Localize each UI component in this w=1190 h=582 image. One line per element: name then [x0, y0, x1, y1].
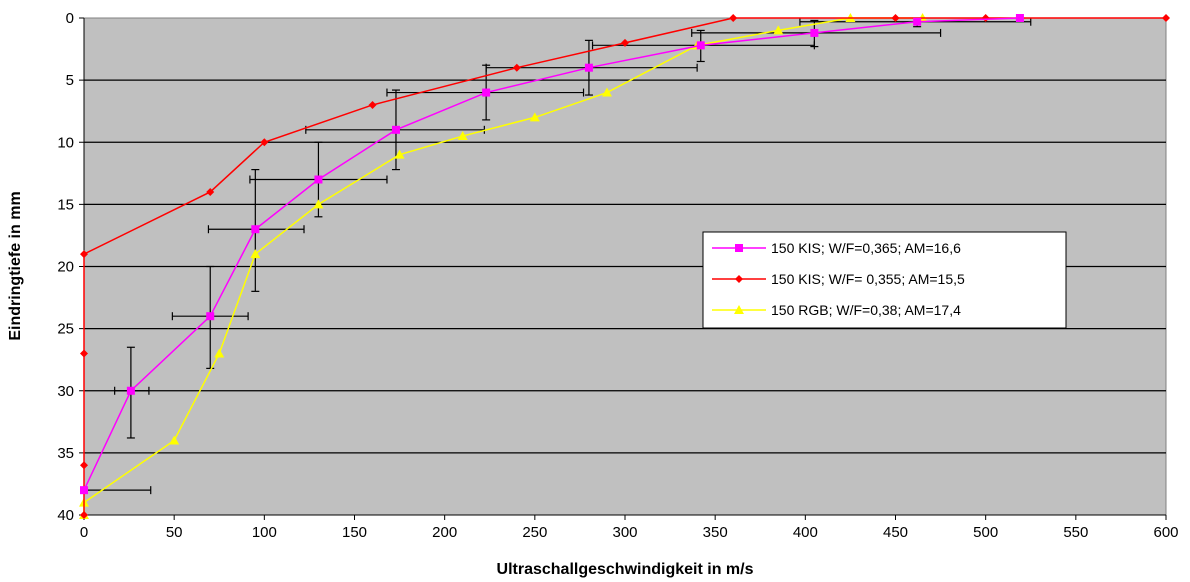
x-tick-label: 350	[703, 524, 728, 541]
x-tick-label: 250	[522, 524, 547, 541]
x-tick-label: 600	[1153, 524, 1178, 541]
data-point-diamond	[735, 275, 743, 283]
legend-item: 150 KIS; W/F= 0,355; AM=15,5	[712, 271, 965, 287]
y-tick-label: 15	[57, 196, 74, 213]
series-line	[83, 17, 923, 515]
data-point-triangle	[457, 131, 468, 141]
legend-item: 150 RGB; W/F=0,38; AM=17,4	[712, 302, 961, 318]
data-point-triangle	[773, 25, 784, 35]
x-tick-label: 50	[166, 524, 183, 541]
data-point-square	[80, 486, 88, 495]
data-point-diamond	[260, 138, 269, 147]
y-tick-label: 5	[66, 72, 74, 89]
data-point-diamond	[80, 511, 88, 519]
legend: 150 KIS; W/F=0,365; AM=16,6 150 KIS; W/F=…	[702, 231, 1067, 329]
data-point-diamond	[1162, 14, 1170, 22]
data-point-diamond	[729, 14, 738, 22]
data-point-diamond	[80, 461, 88, 470]
legend-label: 150 RGB; W/F=0,38; AM=17,4	[771, 302, 961, 318]
x-tick-label: 0	[80, 524, 88, 541]
y-axis-label: Eindringtiefe in mm	[7, 191, 24, 340]
x-tick-label: 100	[252, 524, 277, 541]
series-square	[80, 14, 1024, 495]
data-point-square	[391, 125, 400, 134]
data-point-square	[314, 175, 323, 184]
data-point-triangle	[313, 199, 324, 209]
data-point-square	[913, 17, 922, 26]
y-tick-label: 30	[57, 383, 74, 400]
data-point-square	[584, 63, 593, 72]
data-point-diamond	[368, 100, 377, 109]
data-point-square	[482, 88, 491, 97]
y-tick-label: 0	[66, 10, 74, 27]
data-point-triangle	[394, 149, 405, 159]
data-point-triangle	[250, 249, 261, 259]
data-point-triangle	[529, 112, 540, 122]
y-tick-label: 10	[57, 134, 74, 151]
x-tick-label: 500	[973, 524, 998, 541]
data-point-square	[735, 244, 743, 252]
data-point-triangle	[734, 305, 744, 314]
data-point-square	[251, 225, 260, 234]
x-tick-label: 150	[342, 524, 367, 541]
x-tick-label: 450	[883, 524, 908, 541]
legend-label: 150 KIS; W/F= 0,355; AM=15,5	[771, 271, 965, 287]
legend-item: 150 KIS; W/F=0,365; AM=16,6	[712, 240, 961, 256]
y-tick-label: 35	[57, 445, 74, 462]
data-point-square	[810, 28, 819, 37]
x-tick-label: 400	[793, 524, 818, 541]
data-point-diamond	[80, 250, 88, 259]
data-point-diamond	[512, 63, 521, 72]
data-point-triangle	[169, 435, 180, 445]
data-point-diamond	[891, 14, 900, 22]
data-point-triangle	[214, 348, 225, 358]
data-point-square	[1015, 14, 1024, 22]
data-point-diamond	[621, 38, 629, 47]
data-point-diamond	[206, 187, 215, 196]
data-point-square	[206, 312, 215, 321]
legend-label: 150 KIS; W/F=0,365; AM=16,6	[771, 240, 961, 256]
data-point-diamond	[80, 349, 88, 358]
data-point-triangle	[601, 87, 612, 97]
x-axis-label: Ultraschallgeschwindigkeit in m/s	[497, 561, 754, 578]
y-tick-label: 40	[57, 507, 74, 524]
x-tick-label: 200	[432, 524, 457, 541]
y-tick-label: 20	[57, 259, 74, 276]
series-line	[83, 17, 1020, 491]
x-tick-label: 300	[612, 524, 637, 541]
y-tick-label: 25	[57, 321, 74, 338]
x-tick-label: 550	[1063, 524, 1088, 541]
data-point-square	[696, 41, 705, 50]
data-point-square	[126, 386, 135, 395]
